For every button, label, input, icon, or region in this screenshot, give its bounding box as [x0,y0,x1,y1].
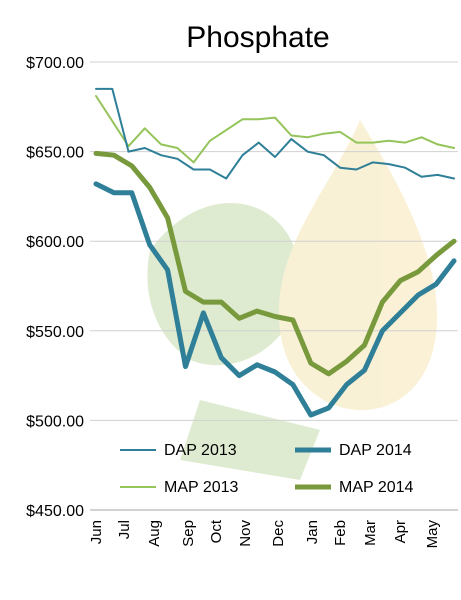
y-tick-label: $550.00 [26,324,84,341]
legend: DAP 2013 DAP 2014 MAP 2013 MAP 2014 [120,442,414,496]
y-tick-label: $700.00 [26,55,84,72]
x-tick-label: Apr [392,520,409,543]
chart-title: Phosphate [186,21,329,54]
legend-label: MAP 2013 [164,479,239,496]
x-axis-tick-labels: Jun Jul Aug Sep Oct Nov Dec Jan Feb Mar Apr May [88,519,441,548]
series-line-dap-2014 [93,181,457,418]
x-tick-label: Jun [88,520,105,544]
gridlines [90,61,458,421]
watermark-arrow-shape [180,400,320,480]
x-tick-label: Jan [304,520,321,544]
x-tick-label: Oct [208,519,225,543]
series-line-map-2013 [95,95,455,164]
x-tick-label: Aug [146,520,163,547]
y-axis-tick-labels: $700.00 $650.00 $600.00 $550.00 $500.00 $450.… [26,55,84,520]
series-lines [93,87,457,418]
y-tick-label: $650.00 [26,145,84,162]
series-line-dap-2013 [95,87,455,180]
y-tick-label: $500.00 [26,413,84,430]
x-tick-label: Dec [270,520,287,547]
x-tick-label: May [424,520,441,549]
background-watermark [147,120,438,480]
x-tick-label: Nov [237,520,254,547]
legend-label: DAP 2013 [164,442,237,459]
watermark-drop-shape [278,120,438,411]
x-tick-label: Sep [180,520,197,547]
x-tick-label: Jul [116,520,133,539]
series-line-map-2014 [93,150,457,377]
x-tick-label: Feb [332,520,349,546]
y-tick-label: $450.00 [26,503,84,520]
watermark-leaf-shape [147,202,300,366]
legend-label: MAP 2014 [339,479,414,496]
legend-label: DAP 2014 [339,442,412,459]
y-tick-label: $600.00 [26,234,84,251]
x-tick-label: Mar [362,520,379,546]
